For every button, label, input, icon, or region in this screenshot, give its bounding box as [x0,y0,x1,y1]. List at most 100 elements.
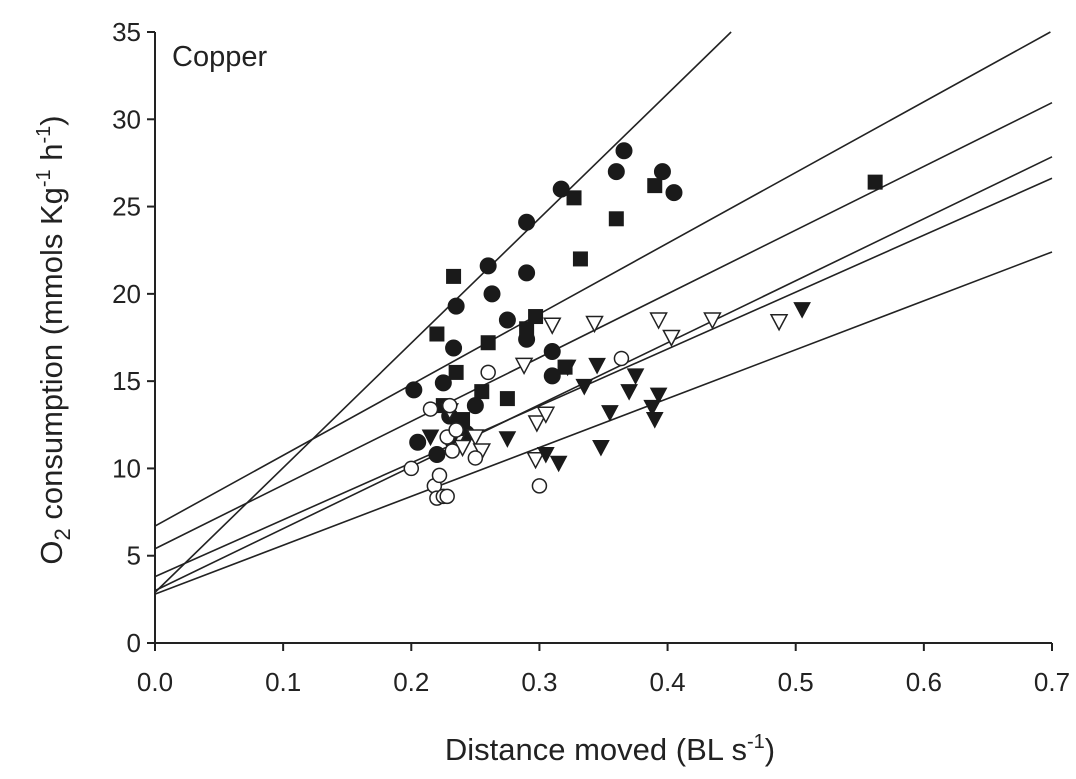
y-axis-title-mid2: h [34,143,69,169]
regression-line [154,31,732,593]
data-point-filled-circle [653,163,671,181]
data-point-filled-circle [409,433,427,451]
data-points [403,142,883,506]
data-point-filled-triangle-down [549,455,568,473]
data-point-filled-square [474,384,490,400]
data-point-filled-square [608,211,624,227]
data-point-open-triangle-down [662,329,681,348]
x-tick-label: 0.5 [778,667,814,697]
y-tick-label: 0 [127,628,141,658]
data-point-filled-triangle-down [620,384,638,401]
data-point-filled-triangle-down [645,412,664,429]
y-axis-title: O2 consumption (mmols Kg-1 h-1) [33,115,75,564]
data-point-filled-circle [483,285,501,303]
data-point-filled-square [480,335,496,351]
y-tick-label: 15 [112,366,141,396]
data-point-open-circle [613,350,630,367]
data-point-open-triangle-down [526,451,545,470]
regression-line [154,156,1053,592]
data-point-open-circle [422,401,439,417]
data-point-open-triangle-down [542,317,562,335]
data-point-filled-circle [543,367,561,385]
data-point-filled-circle [665,184,683,202]
data-point-filled-triangle-down [498,431,517,448]
x-axis-title: Distance moved (BL s-1) [445,731,775,767]
data-point-open-triangle-down [703,312,722,330]
data-point-open-triangle-down [649,312,668,330]
x-tick-label: 0.0 [137,667,173,697]
y-axis-title-mid: consumption (mmols Kg [34,187,69,528]
data-point-open-triangle-down [527,415,547,433]
y-tick-label: 20 [112,279,141,309]
data-point-filled-square [528,309,544,325]
data-point-filled-circle [552,180,570,198]
data-point-filled-circle [607,163,625,181]
data-point-open-circle [441,397,458,414]
y-tick-label: 35 [112,17,141,47]
data-point-filled-square [647,178,663,194]
regression-lines [154,31,1053,595]
y-tick-label: 5 [127,541,141,571]
panel-label: Copper [172,41,267,73]
data-point-filled-square [446,268,462,284]
data-point-filled-triangle-down [588,357,606,375]
data-point-filled-circle [615,142,633,160]
data-point-open-circle [439,488,455,505]
data-point-filled-circle [479,257,497,275]
data-point-filled-triangle-down [537,446,555,464]
data-point-filled-circle [428,445,446,463]
data-point-filled-square [867,174,883,190]
y-axis-title-sub: 2 [50,528,75,540]
data-point-filled-triangle-down [793,302,811,319]
y-axis-title-tail: ) [34,115,69,125]
data-point-filled-circle [518,213,536,231]
data-point-filled-circle [434,374,452,392]
data-point-filled-triangle-down [592,439,610,457]
data-point-open-triangle-down [514,357,534,376]
data-point-open-circle [467,450,484,466]
regression-line [154,31,1051,527]
y-tick-label: 30 [112,104,141,134]
x-tick-label: 0.6 [906,667,942,697]
data-point-open-circle [448,422,464,438]
data-point-open-circle [403,460,420,477]
data-point-filled-circle [543,342,561,360]
data-point-filled-triangle-down [601,405,619,422]
data-point-filled-triangle-down [558,359,577,377]
data-point-filled-square [499,391,515,407]
data-point-filled-triangle-down [575,378,594,396]
regression-line [154,101,1053,550]
data-point-open-triangle-down [466,429,485,447]
data-point-open-triangle-down [585,315,604,334]
x-tick-label: 0.4 [649,667,685,697]
x-tick-label: 0.1 [265,667,301,697]
x-tick-label: 0.3 [521,667,557,697]
data-point-filled-circle [445,339,463,357]
data-point-filled-triangle-down [649,387,668,405]
data-point-filled-circle [518,264,536,282]
data-point-filled-circle [405,381,423,399]
data-point-filled-triangle-down [643,399,662,417]
data-point-filled-triangle-down [626,368,645,385]
x-axis-title-tail: ) [765,732,775,767]
regression-line [154,251,1053,595]
x-tick-label: 0.7 [1034,667,1070,697]
data-point-open-circle [480,364,496,381]
axes: 0.0 0.1 0.2 0.3 0.4 0.5 0.6 0.7 0 5 10 15 20 25 30 35 [112,17,1070,697]
y-axis-title-sup2: -1 [33,126,55,144]
x-axis-title-sup: -1 [747,731,765,753]
x-tick-label: 0.2 [393,667,429,697]
data-point-filled-square [448,364,464,380]
data-point-open-circle [431,467,448,484]
data-point-filled-circle [466,397,484,415]
data-point-filled-circle [498,311,516,329]
data-point-filled-square [566,190,582,206]
regression-line [154,177,1053,578]
y-axis-title-sup1: -1 [33,169,55,187]
data-point-open-triangle-down [536,406,556,424]
y-axis-title-o: O [34,541,69,565]
data-point-open-triangle-down [769,314,789,332]
data-point-open-circle [444,443,461,459]
